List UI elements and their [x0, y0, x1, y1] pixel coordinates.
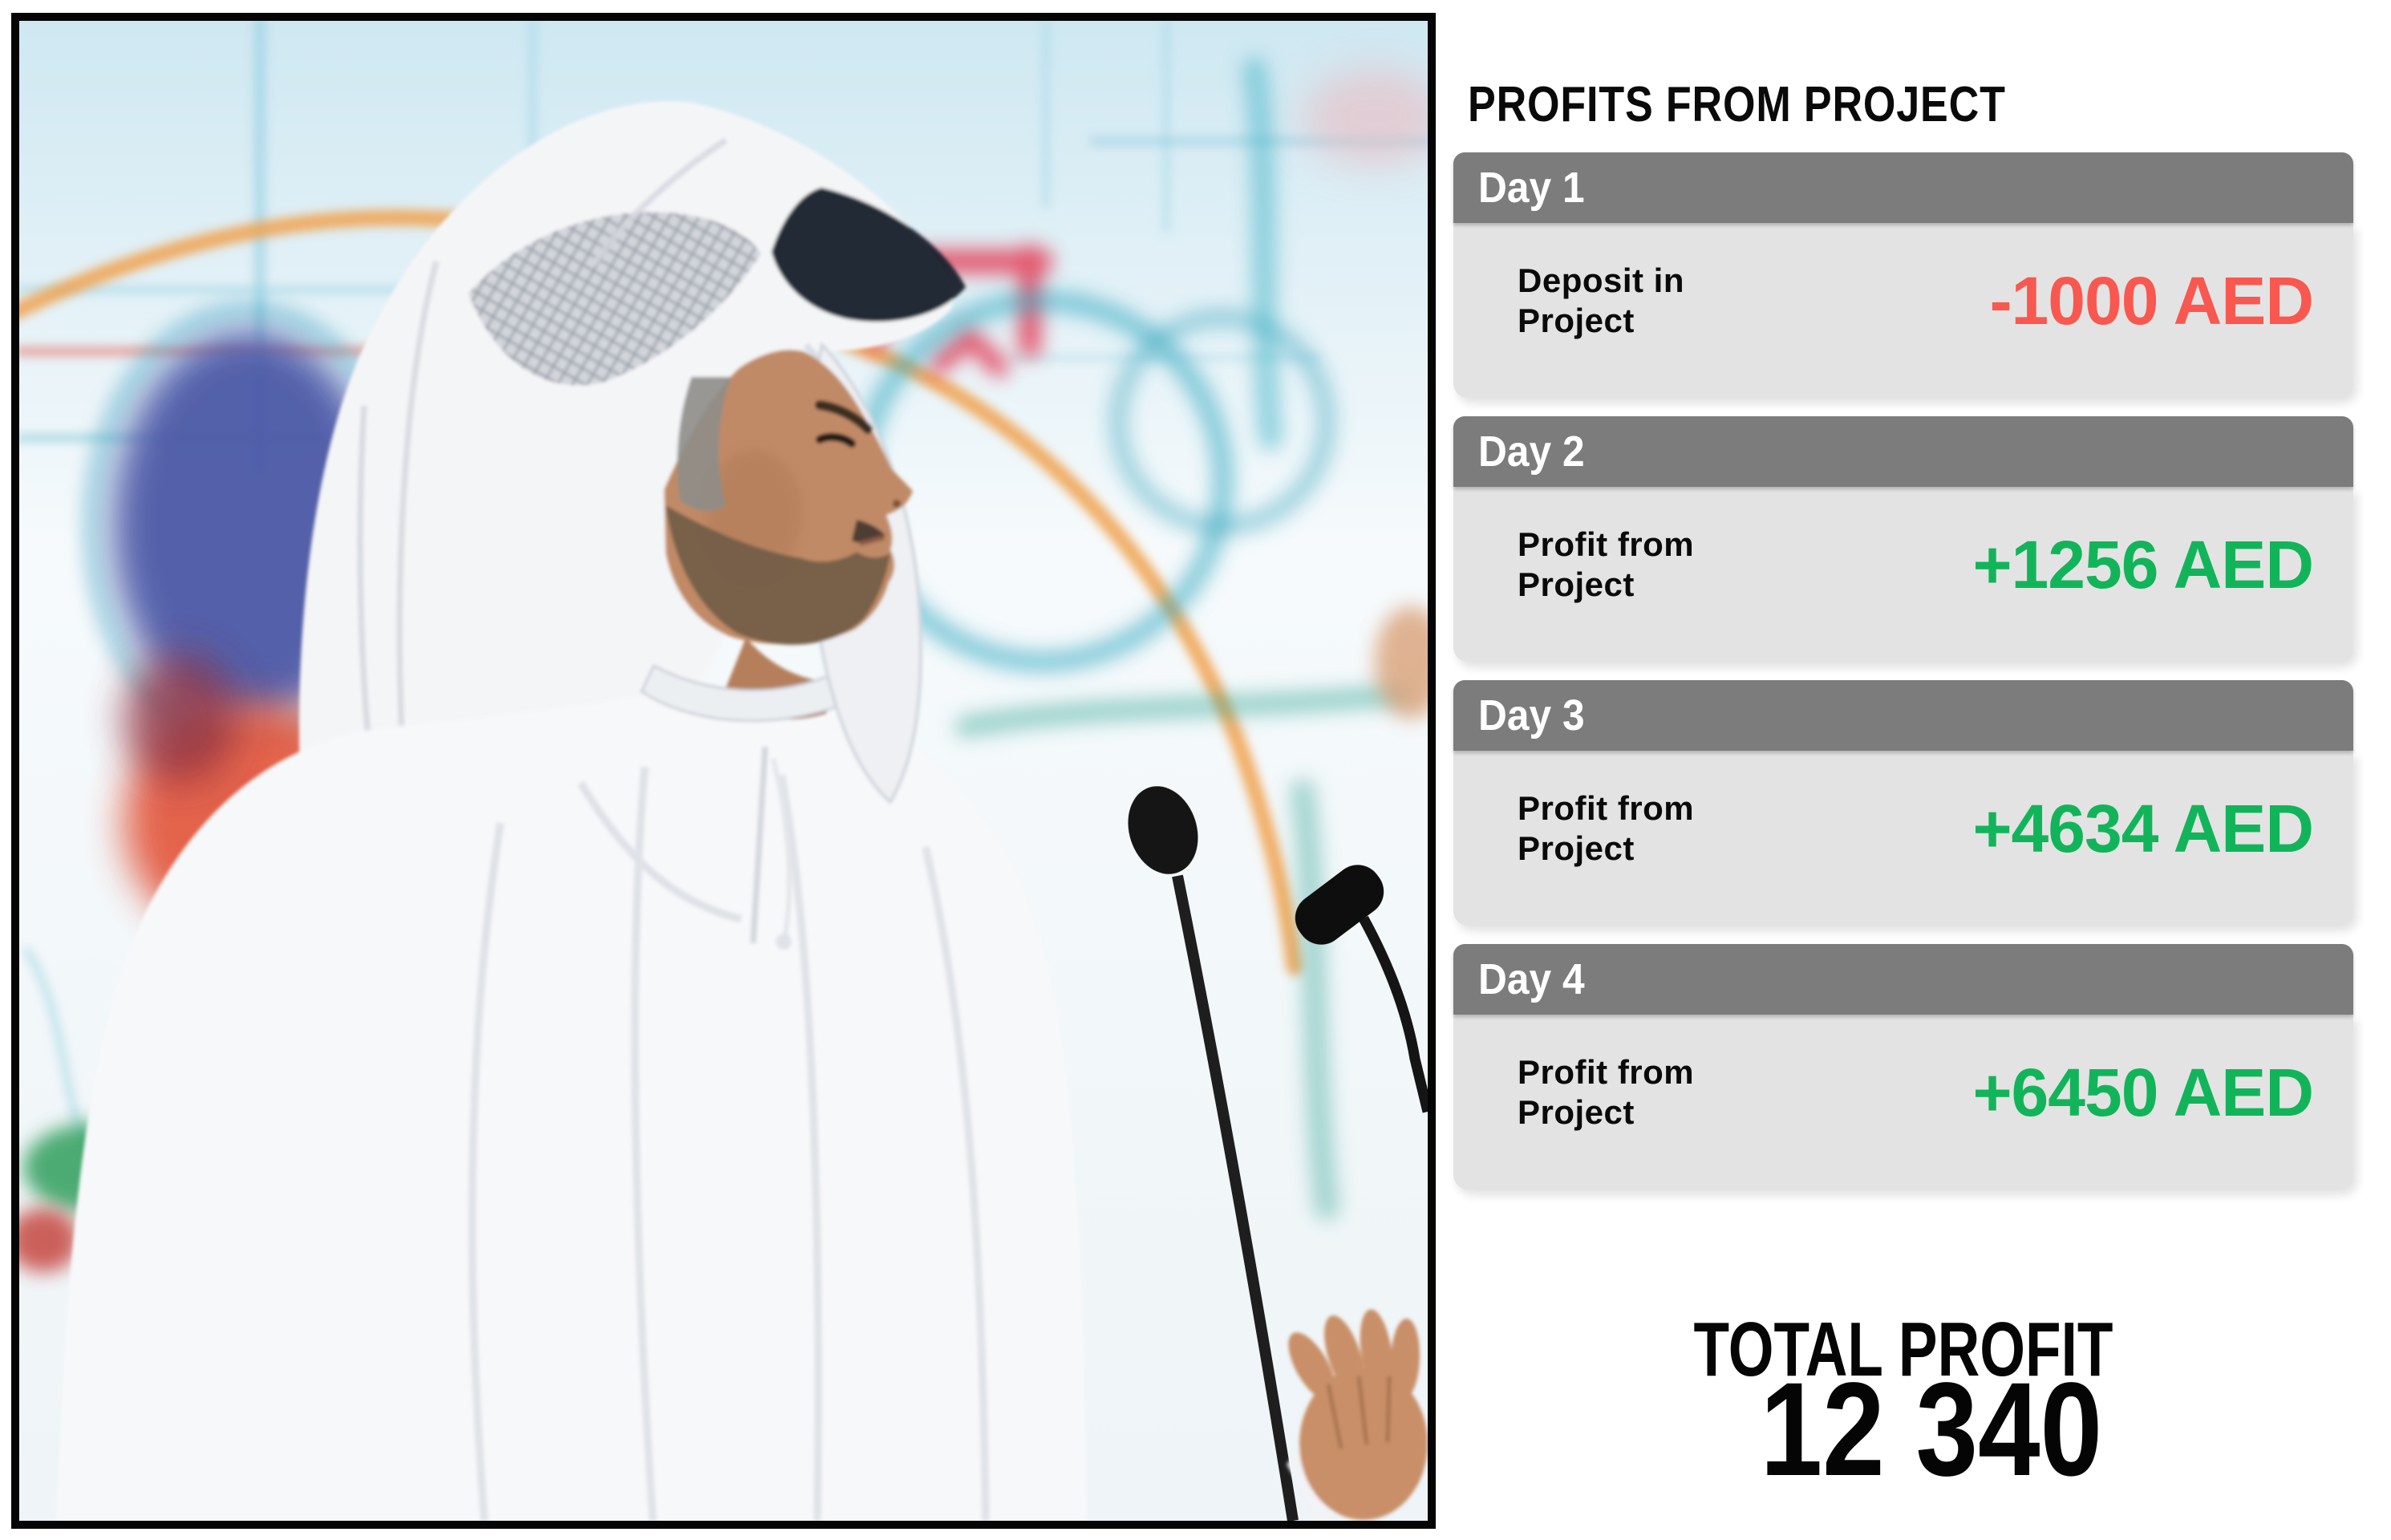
item-value: +6450 AED: [1972, 1054, 2314, 1130]
panel-title: PROFITS FROM PROJECT: [1468, 77, 2006, 132]
day-label: Day 4: [1478, 955, 1585, 1003]
item-label: Profit from Project: [1518, 1053, 1695, 1131]
day-card-body: Deposit in Project -1000 AED: [1453, 223, 2353, 398]
day-label: Day 2: [1478, 428, 1585, 476]
day-card-header: Day 3: [1453, 680, 2353, 751]
speaker-photo: [11, 13, 1436, 1529]
microphones: [1128, 786, 1428, 1521]
day-card-3: Day 3 Profit from Project +4634 AED: [1453, 680, 2353, 926]
day-card-1: Day 1 Deposit in Project -1000 AED: [1453, 152, 2353, 398]
speaker-figure: [56, 101, 1087, 1521]
day-card-header: Day 2: [1453, 416, 2353, 487]
item-label: Deposit in Project: [1518, 261, 1685, 339]
day-label: Day 3: [1478, 691, 1585, 740]
day-card-header: Day 1: [1453, 152, 2353, 223]
speaker-hand: [1287, 1309, 1428, 1521]
day-card-header: Day 4: [1453, 944, 2353, 1015]
day-card-body: Profit from Project +1256 AED: [1453, 487, 2353, 662]
day-card-2: Day 2 Profit from Project +1256 AED: [1453, 416, 2353, 662]
day-label: Day 1: [1478, 164, 1585, 212]
item-label: Profit from Project: [1518, 789, 1695, 867]
day-card-body: Profit from Project +6450 AED: [1453, 1015, 2353, 1189]
item-value: +1256 AED: [1972, 526, 2314, 602]
item-value: -1000 AED: [1989, 262, 2314, 338]
item-label: Profit from Project: [1518, 525, 1695, 603]
day-card-4: Day 4 Profit from Project +6450 AED: [1453, 944, 2353, 1189]
speaker-photo-illustration: [19, 21, 1428, 1521]
total-profit-label: TOTAL PROFIT: [1693, 1307, 2113, 1392]
total-profit-value: 12 340: [1760, 1356, 2103, 1504]
day-card-body: Profit from Project +4634 AED: [1453, 751, 2353, 926]
item-value: +4634 AED: [1972, 790, 2314, 866]
